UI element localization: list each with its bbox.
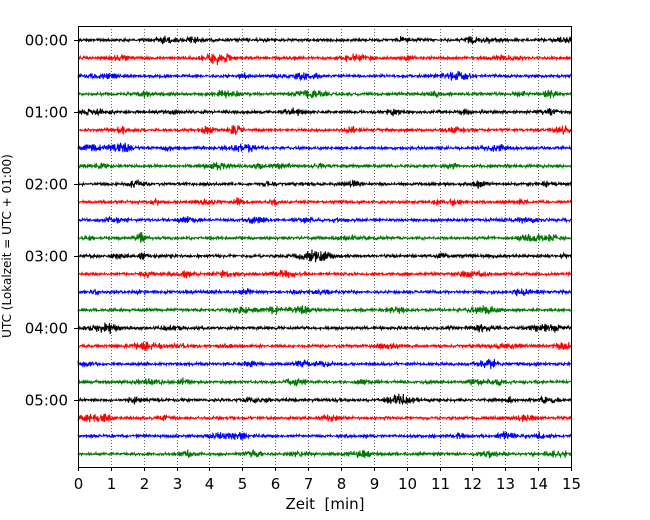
trace-0545	[77, 448, 572, 459]
y-tick-label: 02:00	[25, 176, 68, 194]
trace-0430	[77, 358, 572, 370]
trace-0100	[77, 107, 572, 117]
trace-0030	[77, 70, 572, 82]
x-tick-label: 9	[370, 475, 380, 493]
trace-0415	[77, 341, 572, 352]
plot-frame	[78, 26, 572, 468]
x-axis-ticks: 0 1 2 3 4 5 6 7 8 9 10 11 12 13 14 15	[74, 467, 581, 493]
x-tick-label: 15	[562, 475, 581, 493]
x-tick-label: 10	[398, 475, 417, 493]
y-tick-label: 04:00	[25, 320, 68, 338]
trace-0015	[77, 52, 572, 65]
y-axis-label: UTC (Lokalzeit = UTC + 01:00)	[0, 154, 14, 338]
x-tick-label: 4	[205, 475, 215, 493]
x-tick-label: 6	[271, 475, 281, 493]
x-tick-label: 3	[173, 475, 183, 493]
x-tick-label: 11	[431, 475, 450, 493]
y-axis-ticks: 00:00 01:00 02:00 03:00 04:00 05:00	[25, 32, 78, 410]
x-tick-label: 5	[238, 475, 248, 493]
x-tick-label: 14	[529, 475, 548, 493]
trace-0330	[77, 287, 572, 297]
x-tick-label: 13	[496, 475, 515, 493]
trace-0530	[77, 431, 572, 441]
y-tick-label: 03:00	[25, 248, 68, 266]
x-tick-label: 2	[140, 475, 150, 493]
trace-0045	[77, 89, 572, 100]
trace-0230	[77, 215, 572, 224]
x-tick-label: 7	[304, 475, 314, 493]
x-tick-label: 12	[463, 475, 482, 493]
trace-0145	[77, 161, 572, 171]
trace-0400	[77, 322, 572, 334]
x-tick-label: 0	[74, 475, 84, 493]
y-tick-label: 00:00	[25, 32, 68, 50]
trace-0130	[77, 142, 572, 153]
trace-0315	[77, 269, 572, 279]
trace-0300	[77, 249, 572, 263]
y-tick-label: 05:00	[25, 392, 68, 410]
trace-0445	[77, 377, 572, 387]
trace-0515	[77, 413, 572, 423]
trace-0000	[77, 35, 572, 45]
seismic-traces	[77, 35, 572, 459]
x-tick-label: 1	[107, 475, 117, 493]
y-tick-label: 01:00	[25, 104, 68, 122]
trace-0345	[77, 305, 572, 315]
x-tick-label: 8	[337, 475, 347, 493]
trace-0245	[77, 231, 572, 243]
trace-0115	[77, 124, 572, 136]
trace-0500	[77, 393, 572, 405]
x-axis-label: Zeit [min]	[285, 495, 364, 513]
trace-0215	[77, 197, 572, 207]
trace-0200	[77, 179, 572, 189]
